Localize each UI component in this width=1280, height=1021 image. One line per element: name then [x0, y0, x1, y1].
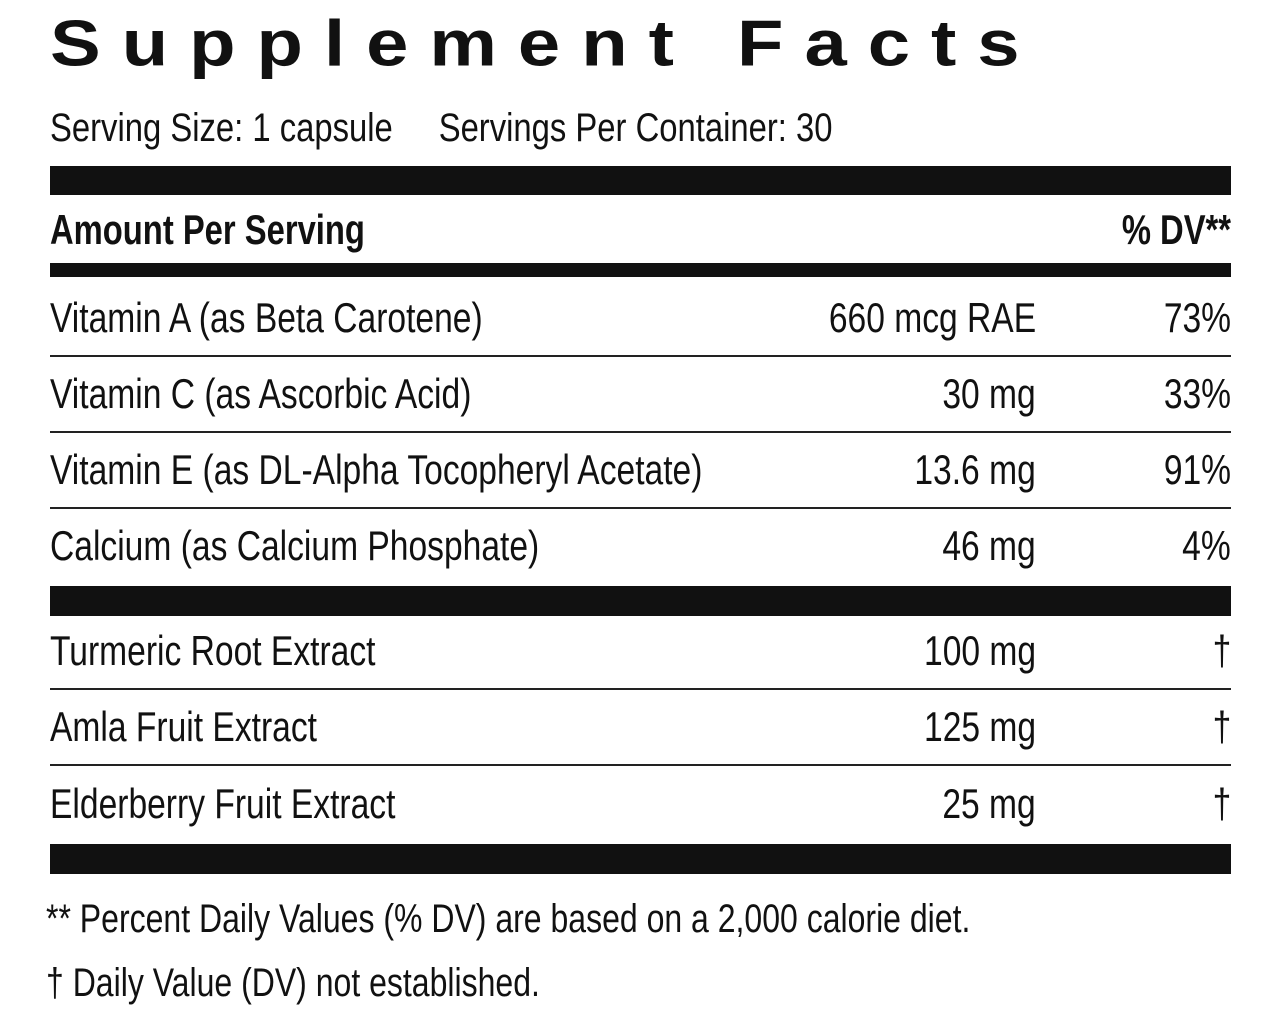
nutrient-name: Vitamin A (as Beta Carotene)	[50, 294, 483, 341]
extract-name: Elderberry Fruit Extract	[50, 780, 396, 827]
nutrient-name: Vitamin E (as DL-Alpha Tocopheryl Acetat…	[50, 446, 703, 493]
extract-row: Turmeric Root Extract 100 mg †	[50, 614, 1231, 690]
nutrient-name: Vitamin C (as Ascorbic Acid)	[50, 370, 472, 417]
extract-amount: 125 mg	[923, 703, 1036, 750]
thick-divider-top	[50, 166, 1231, 195]
extract-name: Turmeric Root Extract	[50, 627, 376, 674]
extract-amount: 25 mg	[942, 780, 1036, 827]
extract-dv: †	[1212, 703, 1231, 750]
header-divider	[50, 263, 1231, 277]
nutrient-name: Calcium (as Calcium Phosphate)	[50, 522, 540, 569]
nutrient-dv: 91%	[1163, 446, 1231, 493]
nutrient-amount: 46 mg	[942, 522, 1036, 569]
serving-size: Serving Size: 1 capsule	[50, 106, 393, 150]
nutrient-row: Calcium (as Calcium Phosphate) 46 mg 4%	[50, 509, 1231, 585]
extract-row: Elderberry Fruit Extract 25 mg †	[50, 767, 1231, 843]
nutrient-row: Vitamin A (as Beta Carotene) 660 mcg RAE…	[50, 281, 1231, 357]
nutrient-dv: 73%	[1163, 294, 1231, 341]
extract-row: Amla Fruit Extract 125 mg †	[50, 690, 1231, 766]
thick-divider-middle	[50, 586, 1231, 616]
dagger-footnote: † Daily Value (DV) not established.	[46, 961, 540, 1005]
amount-per-serving-header: Amount Per Serving	[50, 206, 365, 253]
nutrient-amount: 13.6 mg	[914, 446, 1036, 493]
thick-divider-bottom	[50, 844, 1231, 874]
servings-per-container: Servings Per Container: 30	[438, 106, 833, 150]
daily-value-header: % DV**	[1121, 206, 1231, 253]
extract-dv: †	[1212, 780, 1231, 827]
column-header-row: Amount Per Serving % DV**	[50, 204, 1231, 256]
nutrient-dv: 4%	[1182, 522, 1231, 569]
extract-amount: 100 mg	[923, 627, 1036, 674]
nutrient-dv: 33%	[1163, 370, 1231, 417]
extract-name: Amla Fruit Extract	[50, 703, 317, 750]
nutrient-amount: 660 mcg RAE	[828, 294, 1036, 341]
nutrient-row: Vitamin E (as DL-Alpha Tocopheryl Acetat…	[50, 433, 1231, 509]
extract-dv: †	[1212, 627, 1231, 674]
nutrient-amount: 30 mg	[942, 370, 1036, 417]
daily-value-footnote: ** Percent Daily Values (% DV) are based…	[46, 897, 971, 941]
panel-title: Supplement Facts	[50, 7, 1041, 81]
serving-info: Serving Size: 1 capsule Servings Per Cont…	[50, 104, 833, 152]
nutrient-row: Vitamin C (as Ascorbic Acid) 30 mg 33%	[50, 357, 1231, 433]
